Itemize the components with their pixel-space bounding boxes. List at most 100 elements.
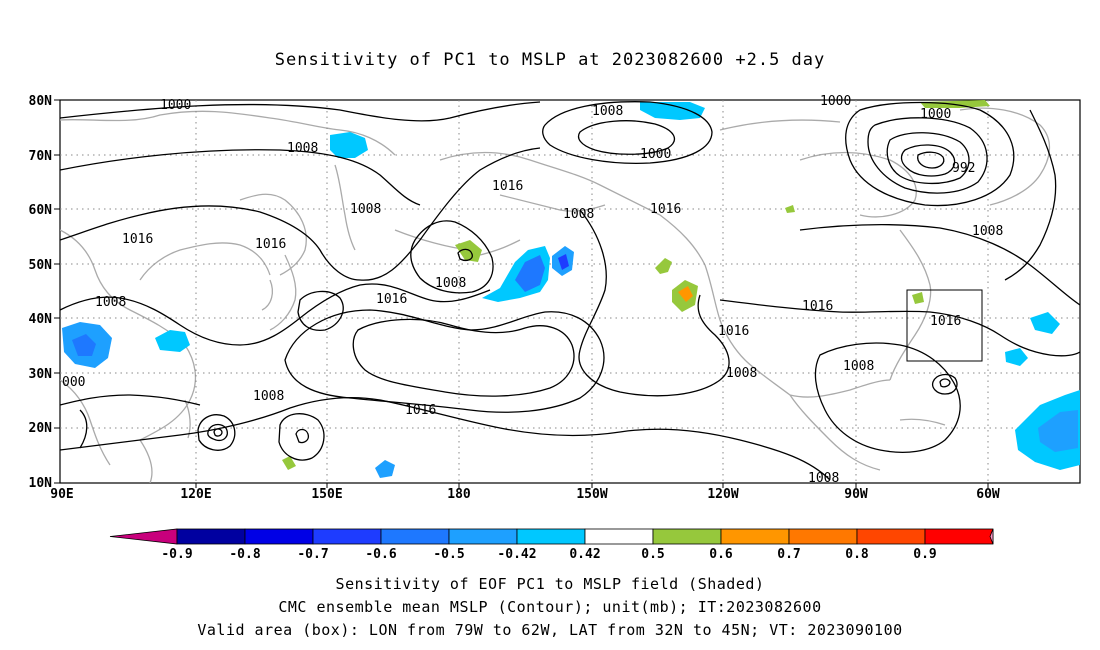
contour-label: 1016 bbox=[122, 232, 153, 247]
colorbar-bin bbox=[856, 528, 926, 545]
lat-tick-label: 70N bbox=[29, 149, 53, 164]
lon-tick-label: 150E bbox=[311, 487, 342, 502]
contour-label: 000 bbox=[62, 375, 85, 390]
colorbar-tick-label: -0.42 bbox=[497, 547, 536, 562]
contour-label: 1016 bbox=[376, 292, 407, 307]
colorbar-tick-label: -0.9 bbox=[161, 547, 192, 562]
contour-label: 1016 bbox=[405, 403, 436, 418]
valid-box-contour-label: 1016 bbox=[930, 314, 961, 329]
colorbar-tick-label: 0.5 bbox=[641, 547, 664, 562]
contour-label-group: 1000 1008 1000 1016 1008 1016 1016 1008 … bbox=[62, 94, 1003, 486]
lon-axis: 90E 120E 150E 180 150W 120W 90W 60W bbox=[50, 487, 1000, 502]
colorbar-bin bbox=[924, 528, 994, 545]
contour-label: 1000 bbox=[640, 147, 671, 162]
shade-pos-east-coast bbox=[912, 292, 924, 304]
lat-ticks bbox=[54, 99, 60, 484]
colorbar-tick-label: 0.8 bbox=[845, 547, 869, 562]
colorbar-bin bbox=[380, 528, 450, 545]
shade-neg-npac-core bbox=[515, 255, 545, 292]
colorbar-bin bbox=[652, 528, 722, 545]
shade-neg-west-atlantic bbox=[1005, 348, 1028, 366]
contour-label: 1008 bbox=[972, 224, 1003, 239]
contour-label: 1016 bbox=[802, 299, 833, 314]
shade-neg-tropical-pacific bbox=[375, 460, 395, 478]
contour-label: 1008 bbox=[592, 104, 623, 119]
contour-label: 1000 bbox=[160, 98, 191, 113]
colorbar-bin bbox=[720, 528, 790, 545]
lon-tick-label: 180 bbox=[447, 487, 471, 502]
colorbar-bin bbox=[584, 528, 654, 545]
sensitivity-shading bbox=[62, 100, 1080, 478]
contour-label: 1008 bbox=[563, 207, 594, 222]
colorbar-high-end bbox=[989, 528, 994, 545]
lon-tick-label: 120W bbox=[707, 487, 738, 502]
lat-tick-label: 60N bbox=[29, 203, 53, 218]
colorbar-tick-label: 0.6 bbox=[709, 547, 733, 562]
shade-pos-gulf-of-alaska bbox=[655, 258, 672, 274]
lat-tick-label: 40N bbox=[29, 312, 53, 327]
shade-neg-east-atlantic bbox=[1030, 312, 1060, 334]
lon-tick-label: 90W bbox=[844, 487, 868, 502]
shade-neg-china bbox=[155, 330, 190, 352]
contour-label: 1000 bbox=[920, 107, 951, 122]
lon-ticks bbox=[195, 483, 989, 488]
shade-pos-west-pacific bbox=[282, 456, 296, 470]
contour-label: 1008 bbox=[253, 389, 284, 404]
colorbar bbox=[109, 528, 994, 545]
mslp-contours bbox=[60, 101, 1080, 481]
lat-tick-label: 50N bbox=[29, 258, 53, 273]
colorbar-bin bbox=[448, 528, 518, 545]
colorbar-tick-label: 0.7 bbox=[777, 547, 800, 562]
contour-label: 1008 bbox=[287, 141, 318, 156]
colorbar-tick-label: -0.6 bbox=[365, 547, 396, 562]
colorbar-bin bbox=[516, 528, 586, 545]
contour-label: 1000 bbox=[820, 94, 851, 109]
lon-tick-label: 90E bbox=[50, 487, 73, 502]
colorbar-bin bbox=[244, 528, 314, 545]
lat-axis: 80N 70N 60N 50N 40N 30N 20N 10N bbox=[29, 94, 53, 491]
caption-shading: Sensitivity of EOF PC1 to MSLP field (Sh… bbox=[335, 575, 765, 593]
lat-tick-label: 30N bbox=[29, 367, 53, 382]
valid-area-box bbox=[906, 289, 983, 362]
caption-contour: CMC ensemble mean MSLP (Contour); unit(m… bbox=[278, 598, 822, 616]
contour-label: 1008 bbox=[435, 276, 466, 291]
contour-label: 992 bbox=[952, 161, 975, 176]
colorbar-tick-label: -0.5 bbox=[433, 547, 464, 562]
lon-tick-label: 120E bbox=[180, 487, 211, 502]
colorbar-bin bbox=[788, 528, 858, 545]
contour-label: 1008 bbox=[808, 471, 839, 486]
shade-pos-hudson bbox=[785, 205, 795, 213]
lon-tick-label: 60W bbox=[976, 487, 1000, 502]
contour-label: 1008 bbox=[843, 359, 874, 374]
lat-tick-label: 20N bbox=[29, 421, 53, 436]
coastlines bbox=[60, 107, 1051, 483]
shade-pos-aleutian bbox=[455, 240, 482, 262]
colorbar-labels: -0.9 -0.8 -0.7 -0.6 -0.5 -0.42 0.42 0.5 … bbox=[161, 547, 936, 562]
colorbar-tick-label: -0.8 bbox=[229, 547, 260, 562]
shade-neg-asia-core bbox=[72, 334, 96, 356]
contour-label: 1008 bbox=[95, 295, 126, 310]
lon-tick-label: 150W bbox=[576, 487, 607, 502]
contour-label: 1016 bbox=[718, 324, 749, 339]
caption-valid-area: Valid area (box): LON from 79W to 62W, L… bbox=[197, 621, 903, 639]
colorbar-low-end bbox=[109, 528, 178, 545]
colorbar-tick-label: 0.9 bbox=[913, 547, 936, 562]
colorbar-bin bbox=[176, 528, 246, 545]
colorbar-tick-label: -0.7 bbox=[297, 547, 328, 562]
shade-neg-npac-east-core bbox=[558, 254, 569, 270]
contour-label: 1008 bbox=[726, 366, 757, 381]
shade-neg-bering bbox=[330, 132, 368, 158]
contour-label: 1008 bbox=[350, 202, 381, 217]
shade-neg-aleutian-high bbox=[640, 102, 705, 120]
shade-neg-tropical-core bbox=[1038, 410, 1078, 452]
contour-label: 1016 bbox=[492, 179, 523, 194]
colorbar-tick-label: 0.42 bbox=[569, 547, 600, 562]
contour-label: 1016 bbox=[650, 202, 681, 217]
lat-tick-label: 80N bbox=[29, 94, 53, 109]
map-title: Sensitivity of PC1 to MSLP at 2023082600… bbox=[274, 50, 826, 70]
colorbar-bin bbox=[312, 528, 382, 545]
shade-pos-ne-pacific-core bbox=[678, 286, 693, 302]
contour-label: 1016 bbox=[255, 237, 286, 252]
lat-tick-label: 10N bbox=[29, 476, 53, 491]
